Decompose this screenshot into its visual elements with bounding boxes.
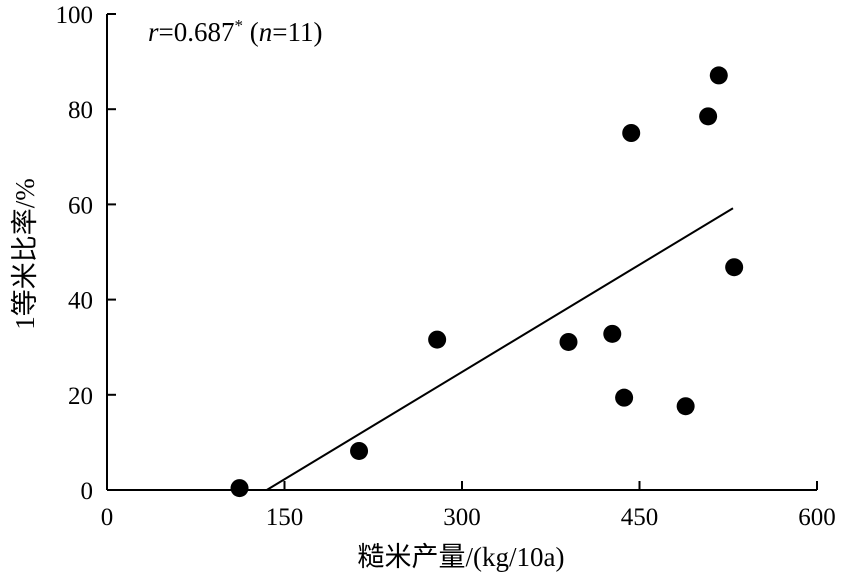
y-tick-label: 0: [81, 478, 94, 505]
y-tick-label: 60: [68, 192, 93, 219]
data-point: [230, 479, 249, 498]
data-point: [725, 258, 744, 277]
y-axis-label: 1等米比率/%: [10, 178, 40, 330]
data-point: [622, 124, 641, 142]
data-points: [230, 66, 744, 498]
x-axis-label: 糙米产量/(kg/10a): [358, 542, 565, 572]
ticks: [106, 13, 818, 491]
y-tick-label: 100: [56, 2, 94, 29]
data-point: [615, 388, 634, 407]
data-point: [699, 107, 718, 126]
data-point: [603, 324, 622, 343]
regression-line: [266, 207, 734, 491]
y-tick-label: 80: [68, 97, 93, 124]
significance-mark: *: [235, 16, 244, 35]
data-point: [709, 66, 728, 85]
n-value: =11): [272, 17, 322, 47]
y-tick-label: 40: [68, 288, 93, 315]
tick-labels: 0 150 300 450 600 0 20 40 60 80 100: [56, 2, 836, 531]
x-tick-label: 150: [266, 504, 304, 531]
data-point: [350, 441, 369, 460]
correlation-annotation: r=0.687* (n=11): [148, 16, 322, 47]
n-open: (: [243, 17, 259, 47]
data-point: [559, 332, 578, 351]
data-point: [428, 330, 447, 349]
y-tick-label: 20: [68, 383, 93, 410]
x-tick-label: 0: [101, 504, 114, 531]
x-tick-label: 300: [443, 504, 481, 531]
n-symbol: n: [259, 17, 273, 47]
x-tick-label: 600: [798, 504, 836, 531]
r-symbol: r: [148, 17, 159, 47]
data-point: [676, 397, 695, 416]
axes: [106, 14, 817, 491]
r-value: =0.687: [159, 17, 235, 47]
x-tick-label: 450: [621, 504, 659, 531]
